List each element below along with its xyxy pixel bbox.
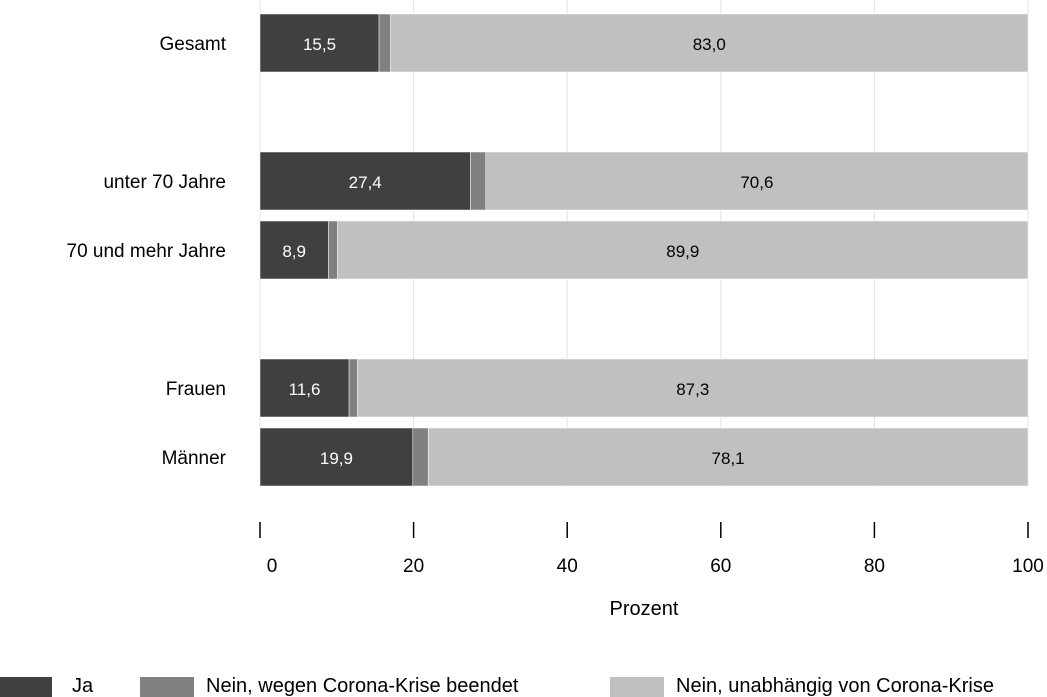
x-tick-label: 20: [403, 556, 424, 577]
x-axis: 0 20 40 60 80 100: [259, 522, 1044, 577]
legend-label: Nein, wegen Corona-Krise beendet: [206, 675, 519, 697]
bar-segment: [337, 220, 1029, 280]
legend-swatch: [140, 677, 194, 697]
x-tick-label: 60: [710, 556, 731, 577]
bar-segment: [259, 358, 350, 418]
x-axis-title: Prozent: [610, 598, 679, 620]
bar-segment: [485, 151, 1029, 211]
legend-swatch: [0, 677, 52, 697]
bar-segment: [328, 220, 338, 280]
bar-segment: [259, 427, 414, 487]
bar-segment: [259, 220, 329, 280]
data-label: 78,1: [712, 449, 745, 468]
bar-segment: [470, 151, 487, 211]
legend: Ja Nein, wegen Corona-Krise beendet Nein, …: [0, 675, 994, 697]
category-label: Frauen: [166, 379, 226, 400]
category-label: 70 und mehr Jahre: [67, 241, 227, 262]
x-tick-label: 100: [1012, 556, 1044, 577]
bar-segment: [427, 427, 1029, 487]
data-label: 19,9: [320, 449, 353, 468]
data-label: 11,6: [289, 380, 321, 399]
data-label: 8,9: [282, 242, 306, 261]
data-label: 89,9: [666, 242, 699, 261]
data-label: 15,5: [303, 35, 336, 54]
legend-label: Ja: [72, 675, 94, 697]
data-label: 70,6: [740, 173, 773, 192]
bars: 15,5 83,0 27,4 70,6 8,9 89,9 11,6 87,3 19,9 78,1: [259, 13, 1029, 487]
x-tick-label: 80: [864, 556, 885, 577]
bar-segment: [378, 13, 391, 73]
category-label: Gesamt: [159, 34, 226, 55]
legend-swatch: [610, 677, 664, 697]
data-label: 83,0: [693, 35, 726, 54]
data-label: 27,4: [349, 173, 382, 192]
x-tick-label: 40: [557, 556, 578, 577]
category-label: unter 70 Jahre: [103, 172, 226, 193]
category-label: Männer: [162, 448, 227, 469]
bar-segment: [412, 427, 429, 487]
bar-segment: [259, 13, 380, 73]
x-tick-label: 0: [267, 556, 278, 577]
bar-segment: [348, 358, 358, 418]
data-label: 87,3: [676, 380, 709, 399]
bar-segment: [390, 13, 1029, 73]
legend-label: Nein, unabhängig von Corona-Krise: [676, 675, 994, 697]
bar-segment: [259, 151, 471, 211]
bar-segment: [357, 358, 1029, 418]
category-labels: Gesamt unter 70 Jahre 70 und mehr Jahre Fra…: [67, 34, 227, 469]
